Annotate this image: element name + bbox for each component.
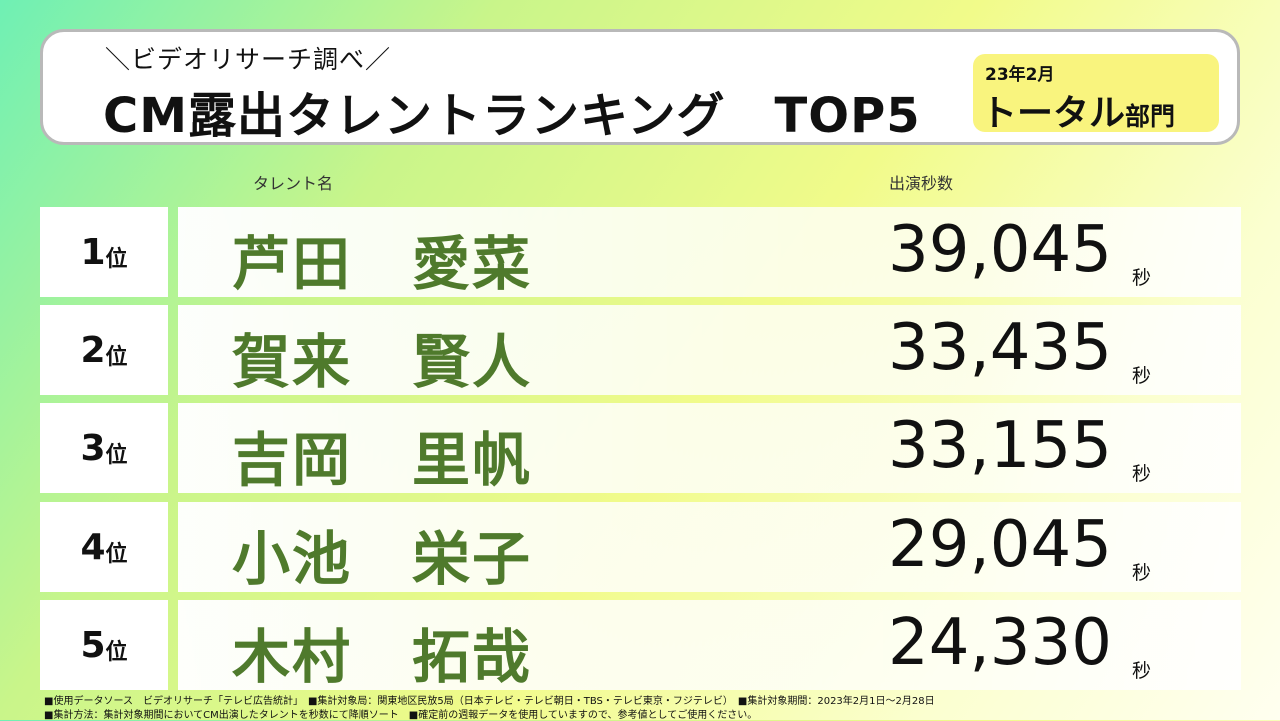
rank-suffix: 位 [105,542,128,567]
category-badge: 23年2月 トータル部門 [973,54,1219,134]
rank-suffix: 位 [105,443,128,468]
seconds-value: 33,155 [888,409,1112,483]
talent-name: 賀来 賢人 [232,328,533,396]
talent-cell: 吉岡 里帆 33,155 秒 [178,403,1241,494]
badge-category-suffix: 部門 [1125,102,1176,131]
rank-number: 1 [80,231,106,273]
seconds-unit: 秒 [1132,365,1152,387]
footnote-source: ■使用データソース ビデオリサーチ「テレビ広告統計」 ■集計対象局：関東地区民放… [44,696,935,707]
talent-cell: 木村 拓哉 24,330 秒 [178,600,1241,691]
header-panel: ＼ビデオリサーチ調べ／ CM露出タレントランキング TOP5 23年2月 トータ… [40,29,1240,145]
seconds-unit: 秒 [1132,463,1152,485]
rank-suffix: 位 [105,640,128,665]
badge-category: トータル部門 [981,84,1175,136]
rank-number: 2 [80,329,106,371]
badge-date: 23年2月 [985,65,1055,85]
badge-category-main: トータル [981,93,1126,134]
talent-name: 吉岡 里帆 [232,426,533,494]
page-title: CM露出タレントランキング TOP5 [103,88,921,144]
talent-cell: 芦田 愛菜 39,045 秒 [178,207,1241,298]
talent-name: 小池 栄子 [232,525,533,593]
talent-name: 木村 拓哉 [232,623,533,691]
subtitle: ＼ビデオリサーチ調べ／ [105,45,392,74]
seconds-value: 33,435 [888,311,1112,385]
column-header-seconds: 出演秒数 [889,174,954,193]
rank-number: 3 [80,427,106,469]
seconds-value: 29,045 [888,508,1112,582]
rank-suffix: 位 [105,345,128,370]
seconds-unit: 秒 [1132,660,1152,682]
talent-cell: 小池 栄子 29,045 秒 [178,502,1241,593]
rank-suffix: 位 [105,247,128,272]
column-header-name: タレント名 [253,174,334,193]
talent-cell: 賀来 賢人 33,435 秒 [178,305,1241,396]
rank-number: 5 [80,624,106,666]
footnote-method: ■集計方法：集計対象期間においてCM出演したタレントを秒数にて降順ソート ■確定… [44,710,758,721]
seconds-value: 24,330 [888,606,1112,680]
rank-number: 4 [80,526,106,568]
talent-name: 芦田 愛菜 [232,230,533,298]
seconds-value: 39,045 [888,213,1112,287]
seconds-unit: 秒 [1132,562,1152,584]
seconds-unit: 秒 [1132,267,1152,289]
